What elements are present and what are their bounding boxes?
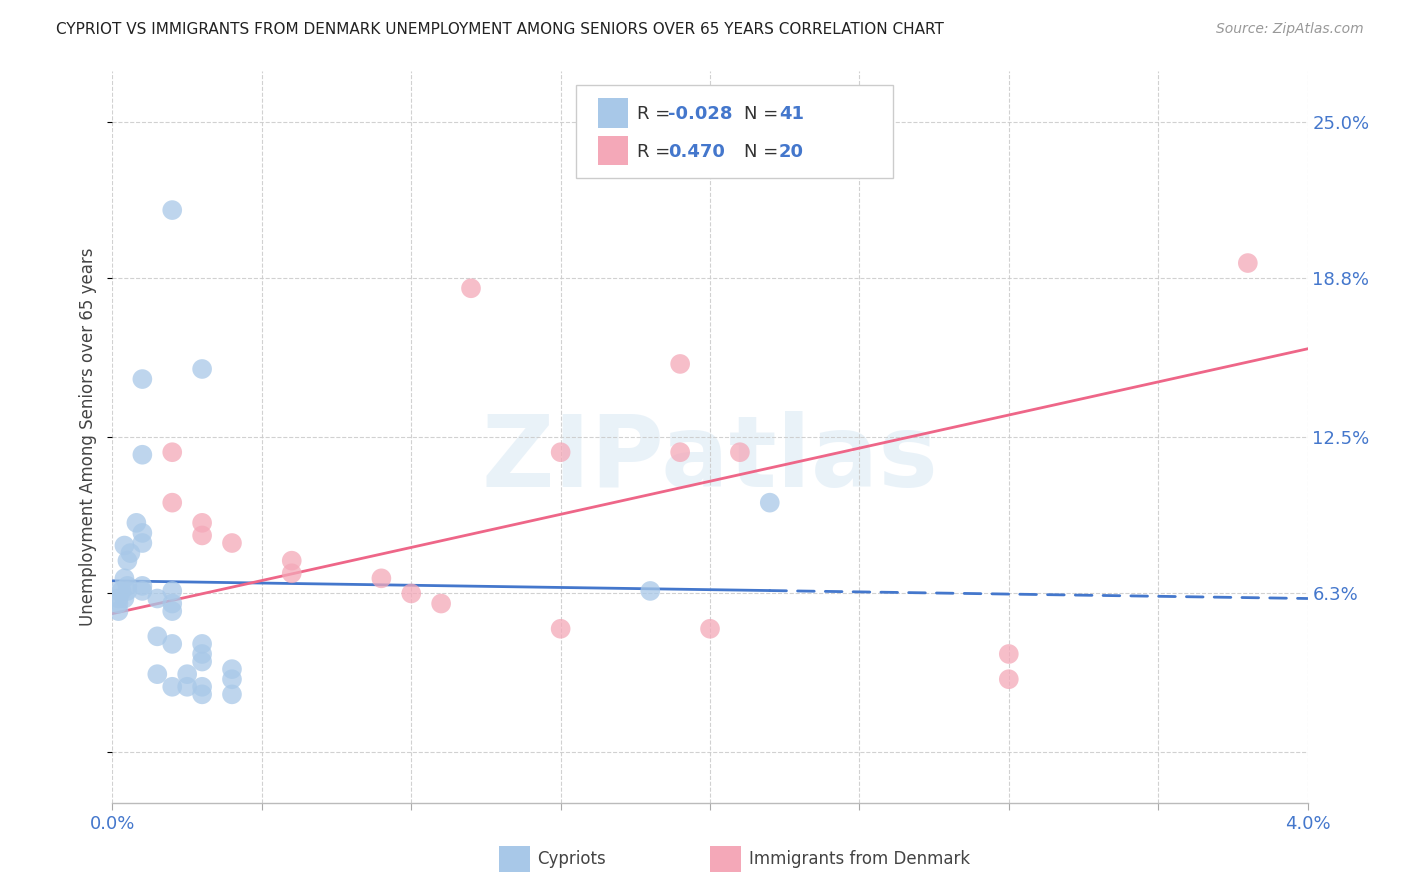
Point bbox=[131, 525, 153, 540]
Point bbox=[998, 672, 1021, 686]
Point bbox=[669, 445, 692, 459]
Point bbox=[107, 583, 129, 598]
Point bbox=[131, 536, 153, 550]
Point bbox=[162, 597, 183, 611]
Text: 41: 41 bbox=[779, 105, 804, 123]
Point bbox=[162, 445, 183, 459]
Point bbox=[191, 516, 214, 530]
Text: 20: 20 bbox=[779, 143, 804, 161]
Point bbox=[162, 203, 183, 218]
Point bbox=[131, 372, 153, 386]
Y-axis label: Unemployment Among Seniors over 65 years: Unemployment Among Seniors over 65 years bbox=[79, 248, 97, 626]
Point bbox=[221, 536, 243, 550]
Point bbox=[191, 647, 214, 661]
Point bbox=[191, 655, 214, 669]
Point bbox=[669, 357, 692, 371]
Point bbox=[107, 604, 129, 618]
Point bbox=[162, 604, 183, 618]
Text: Immigrants from Denmark: Immigrants from Denmark bbox=[749, 850, 970, 868]
Point bbox=[146, 629, 169, 643]
Point bbox=[191, 637, 214, 651]
Point bbox=[640, 583, 662, 598]
Point bbox=[125, 516, 148, 530]
Text: 0.470: 0.470 bbox=[668, 143, 724, 161]
Text: Source: ZipAtlas.com: Source: ZipAtlas.com bbox=[1216, 22, 1364, 37]
Point bbox=[1237, 256, 1260, 270]
Point bbox=[114, 571, 135, 585]
Point bbox=[176, 667, 198, 681]
Point bbox=[281, 566, 304, 581]
Text: N =: N = bbox=[744, 105, 783, 123]
Text: ZIPatlas: ZIPatlas bbox=[482, 410, 938, 508]
Point bbox=[176, 680, 198, 694]
Point bbox=[550, 622, 572, 636]
Point bbox=[191, 687, 214, 701]
Point bbox=[728, 445, 751, 459]
Point bbox=[146, 667, 169, 681]
Point bbox=[370, 571, 392, 585]
Point bbox=[221, 662, 243, 676]
Point bbox=[110, 583, 132, 598]
Point bbox=[107, 591, 129, 606]
Point bbox=[162, 637, 183, 651]
Text: Cypriots: Cypriots bbox=[537, 850, 606, 868]
Point bbox=[131, 583, 153, 598]
Text: N =: N = bbox=[744, 143, 783, 161]
Point bbox=[162, 680, 183, 694]
Text: R =: R = bbox=[637, 143, 682, 161]
Point bbox=[117, 554, 139, 568]
Point bbox=[998, 647, 1021, 661]
Point bbox=[107, 597, 129, 611]
Point bbox=[131, 579, 153, 593]
Text: R =: R = bbox=[637, 105, 676, 123]
Point bbox=[162, 496, 183, 510]
Text: -0.028: -0.028 bbox=[668, 105, 733, 123]
Point bbox=[131, 448, 153, 462]
Point bbox=[117, 583, 139, 598]
Point bbox=[221, 687, 243, 701]
Point bbox=[146, 591, 169, 606]
Point bbox=[221, 672, 243, 686]
Point bbox=[281, 554, 304, 568]
Point bbox=[191, 362, 214, 376]
Point bbox=[460, 281, 482, 295]
Point bbox=[120, 546, 142, 560]
Point bbox=[114, 539, 135, 553]
Point bbox=[162, 583, 183, 598]
Text: CYPRIOT VS IMMIGRANTS FROM DENMARK UNEMPLOYMENT AMONG SENIORS OVER 65 YEARS CORR: CYPRIOT VS IMMIGRANTS FROM DENMARK UNEMP… bbox=[56, 22, 943, 37]
Point bbox=[430, 597, 453, 611]
Point bbox=[550, 445, 572, 459]
Point bbox=[117, 579, 139, 593]
Point bbox=[759, 496, 782, 510]
Point bbox=[401, 586, 423, 600]
Point bbox=[191, 528, 214, 542]
Point bbox=[191, 680, 214, 694]
Point bbox=[699, 622, 721, 636]
Point bbox=[114, 591, 135, 606]
